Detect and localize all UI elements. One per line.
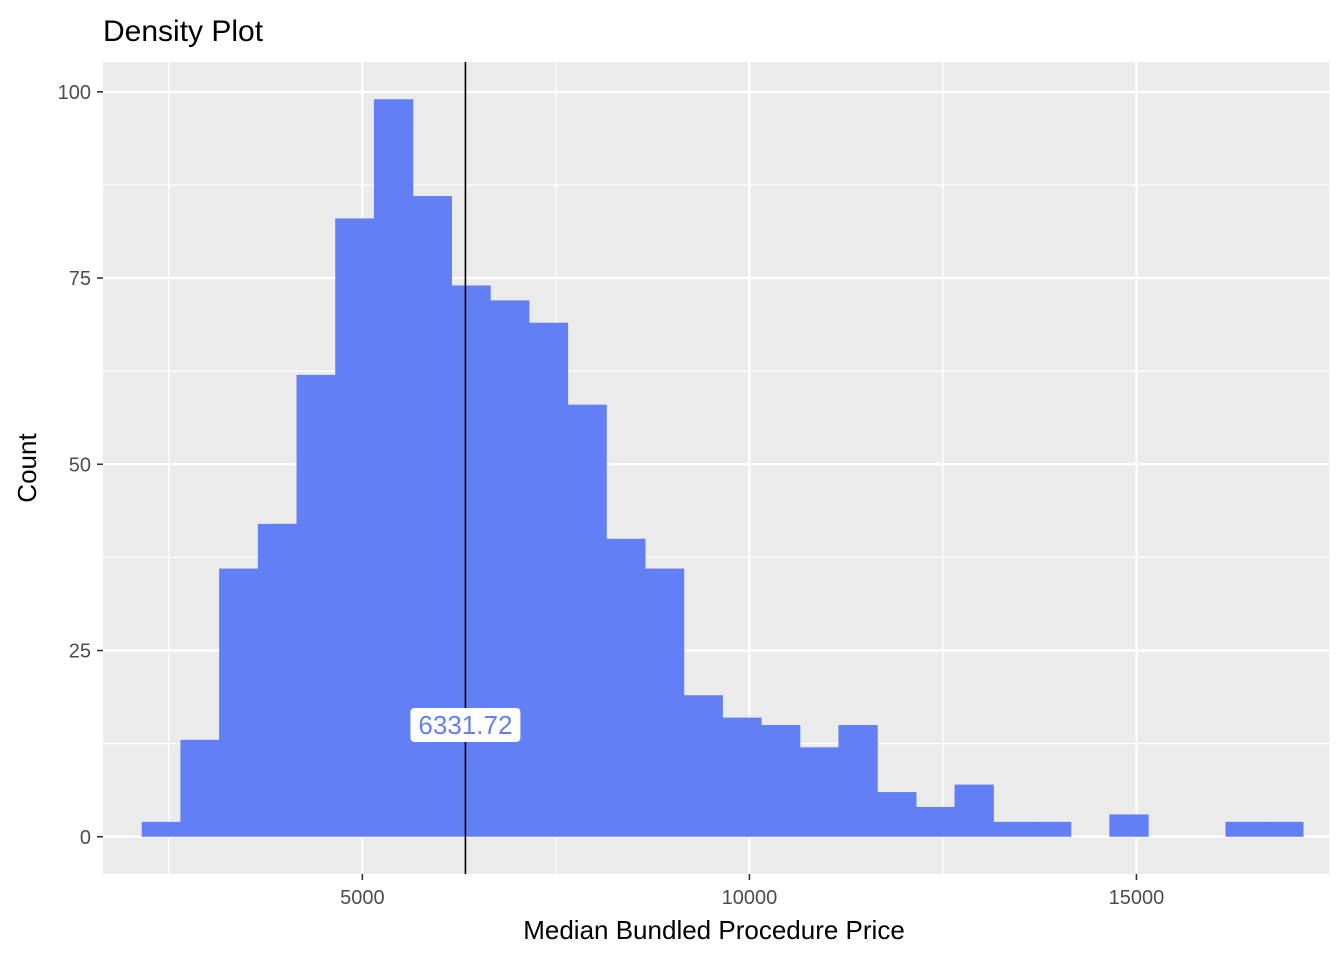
reference-annotation: 6331.72 [410, 708, 521, 743]
histogram-bar [219, 568, 259, 837]
bars [141, 99, 1304, 837]
histogram-bar [954, 784, 994, 837]
histogram-bar [1264, 821, 1304, 837]
histogram-bar [257, 523, 298, 837]
histogram-bar [373, 99, 414, 837]
histogram-bar [838, 725, 878, 837]
histogram-bar [1225, 821, 1265, 837]
x-axis-title: Median Bundled Procedure Price [523, 915, 905, 945]
histogram-bar [761, 725, 801, 837]
histogram-bar [141, 821, 182, 837]
x-tick-label: 10000 [722, 887, 778, 909]
histogram-bar [335, 218, 375, 837]
y-tick-label: 0 [80, 827, 91, 849]
x-tick-label: 15000 [1109, 887, 1165, 909]
y-axis-title: Count [12, 433, 42, 503]
y-tick-label: 100 [58, 82, 91, 104]
histogram-bar [490, 300, 530, 837]
histogram-bar [296, 374, 336, 837]
x-axis: 5000 10000 15000 [340, 874, 1164, 909]
histogram-bar [1031, 821, 1072, 837]
chart-title: Density Plot [103, 15, 264, 48]
annotation-box [410, 708, 521, 743]
annotation-label: 6331.72 [418, 710, 512, 740]
x-tick-label: 5000 [340, 887, 385, 909]
histogram-bar [722, 717, 762, 837]
histogram-bar [683, 695, 723, 837]
histogram-bar [451, 285, 491, 837]
histogram-bar [877, 792, 917, 837]
histogram-bar [1109, 814, 1149, 837]
y-tick-label: 25 [69, 641, 91, 663]
histogram-bar [528, 322, 569, 837]
y-tick-label: 75 [69, 268, 91, 290]
histogram-bar [644, 568, 685, 837]
histogram-bar [993, 821, 1033, 837]
histogram-bar [567, 404, 607, 837]
histogram-bar [915, 806, 956, 837]
y-tick-label: 50 [69, 454, 91, 476]
histogram-bar [799, 747, 840, 837]
y-axis: 0 25 50 75 100 [58, 82, 103, 849]
histogram-bar [606, 538, 646, 837]
histogram-bar [180, 739, 220, 837]
